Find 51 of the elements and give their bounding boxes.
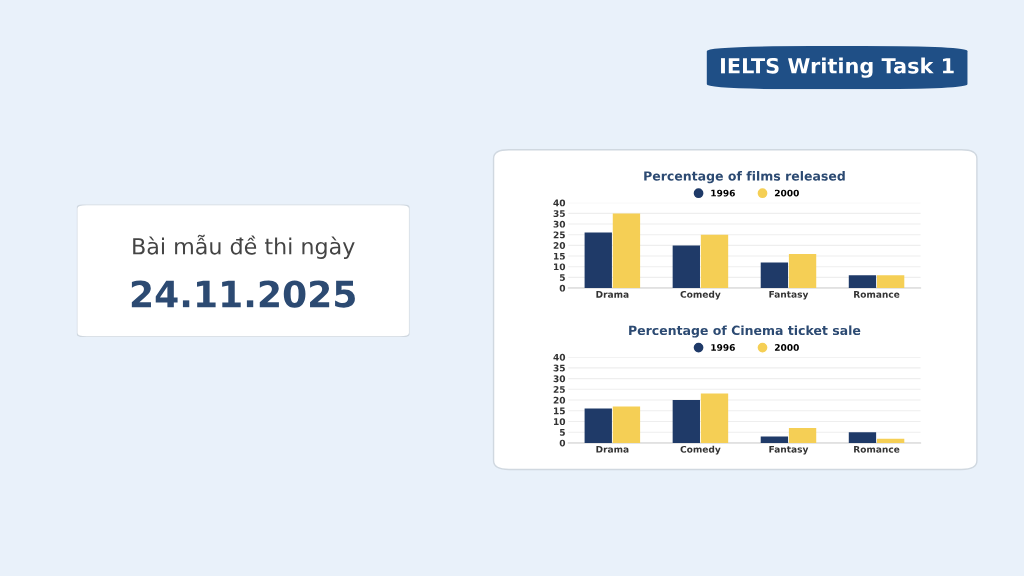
legend-label: 1996 (711, 189, 735, 197)
bar (788, 253, 817, 288)
y-tick-label: 20 (553, 242, 566, 249)
text: 24.11.2025 (131, 280, 355, 308)
x-tick-label: Romance (854, 446, 900, 453)
y-tick-label: 35 (553, 210, 565, 217)
bar (584, 232, 612, 288)
bar (700, 234, 729, 288)
bar (672, 245, 700, 288)
y-tick-label: 10 (554, 263, 566, 271)
x-tick-label: Fantasy (769, 290, 809, 300)
y-tick-label: 35 (553, 364, 565, 372)
bar (760, 262, 789, 288)
bar (848, 432, 877, 443)
chart-title: Percentage of films released (644, 171, 845, 184)
y-tick-label: 15 (554, 407, 565, 415)
y-tick-label: 40 (553, 353, 566, 361)
chart-title: Percentage of Cinema ticket sale (629, 325, 861, 338)
bar (612, 213, 641, 288)
text: IELTS Writing Task 1 (721, 57, 954, 78)
y-tick-label: 20 (553, 396, 566, 404)
bar (760, 436, 789, 443)
text: Bài mẫu đề thi ngày (133, 234, 355, 259)
y-tick-label: 0 (559, 284, 566, 292)
legend-label: 2000 (774, 344, 799, 351)
y-tick-label: 30 (553, 375, 566, 383)
y-tick-label: 40 (553, 199, 566, 207)
legend-label: 1996 (711, 344, 735, 351)
y-tick-label: 25 (553, 231, 565, 239)
bar (700, 393, 729, 443)
y-tick-label: 0 (559, 439, 566, 447)
y-tick-label: 10 (554, 418, 566, 426)
bar (876, 438, 905, 443)
y-tick-label: 15 (554, 252, 565, 260)
bar (848, 275, 877, 288)
x-tick-label: Drama (596, 291, 629, 298)
y-tick-label: 25 (553, 386, 565, 393)
x-tick-label: Fantasy (769, 445, 809, 455)
y-tick-label: 30 (553, 220, 566, 228)
bar (584, 408, 612, 443)
x-tick-label: Comedy (680, 445, 721, 455)
x-tick-label: Comedy (680, 290, 721, 300)
x-tick-label: Drama (596, 446, 629, 453)
bar (672, 400, 700, 443)
y-tick-label: 5 (559, 429, 565, 436)
bar (612, 406, 641, 443)
x-tick-label: Romance (854, 291, 900, 298)
bar (876, 275, 905, 288)
legend-label: 2000 (774, 189, 799, 197)
y-tick-label: 5 (559, 274, 565, 281)
bar (788, 427, 817, 443)
